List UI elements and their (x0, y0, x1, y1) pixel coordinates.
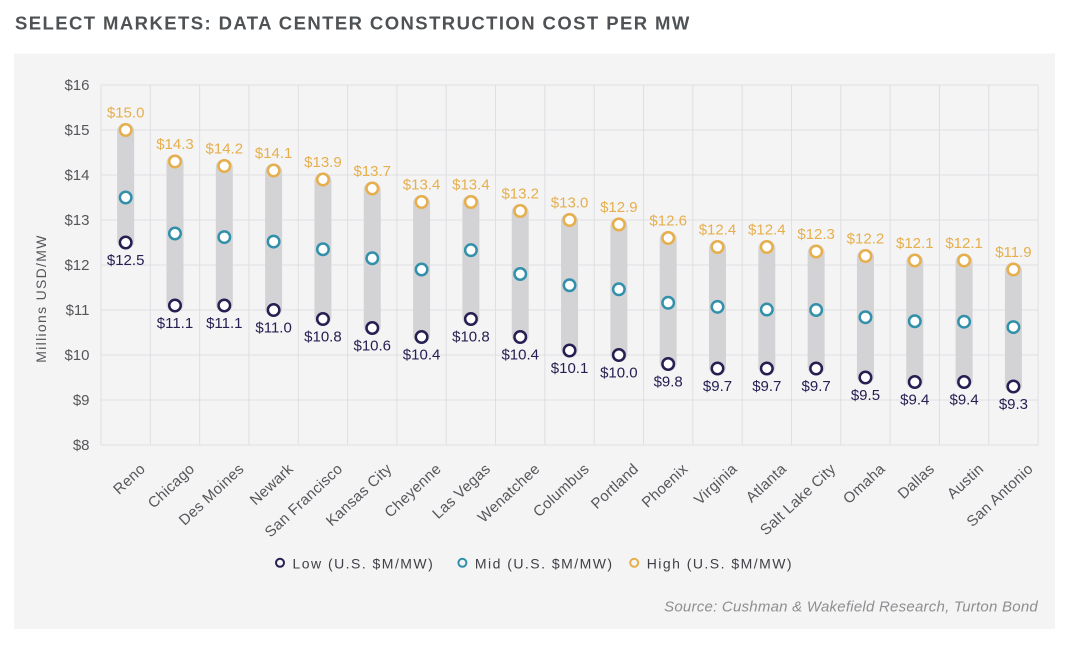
svg-text:$12.4: $12.4 (699, 222, 737, 239)
svg-text:$10.4: $10.4 (501, 347, 539, 364)
svg-text:$12.1: $12.1 (945, 235, 983, 252)
svg-text:$10.0: $10.0 (600, 365, 638, 382)
svg-text:Mid (U.S. $M/MW): Mid (U.S. $M/MW) (475, 556, 614, 572)
svg-text:$12.3: $12.3 (797, 226, 835, 243)
svg-text:$12.1: $12.1 (896, 235, 934, 252)
svg-text:$13.4: $13.4 (452, 177, 490, 194)
svg-text:Low (U.S. $M/MW): Low (U.S. $M/MW) (293, 556, 435, 572)
svg-text:$9.4: $9.4 (900, 392, 929, 409)
svg-text:$14.2: $14.2 (206, 141, 244, 158)
svg-text:$10.8: $10.8 (304, 329, 342, 346)
svg-text:$10.4: $10.4 (403, 347, 441, 364)
svg-text:$14.3: $14.3 (156, 136, 194, 153)
svg-text:$9.7: $9.7 (703, 378, 732, 395)
svg-text:$9.7: $9.7 (752, 378, 781, 395)
svg-text:$16: $16 (64, 77, 89, 94)
svg-text:$12: $12 (64, 257, 89, 274)
svg-text:$11.0: $11.0 (255, 320, 291, 337)
svg-text:$14: $14 (64, 167, 89, 184)
svg-text:$13: $13 (64, 212, 89, 229)
svg-text:$15: $15 (64, 122, 89, 139)
svg-text:$13.2: $13.2 (501, 186, 539, 203)
svg-text:$12.6: $12.6 (649, 213, 687, 230)
svg-text:$9.5: $9.5 (851, 387, 880, 404)
svg-text:$12.9: $12.9 (600, 199, 638, 216)
svg-text:$9.8: $9.8 (654, 374, 683, 391)
svg-text:$13.0: $13.0 (551, 195, 589, 212)
svg-text:$9.7: $9.7 (802, 378, 831, 395)
svg-text:$11.9: $11.9 (995, 244, 1031, 261)
svg-text:$10: $10 (64, 347, 89, 364)
svg-text:$12.2: $12.2 (847, 231, 885, 248)
svg-text:$12.4: $12.4 (748, 222, 786, 239)
svg-text:$15.0: $15.0 (107, 105, 145, 122)
svg-text:$10.1: $10.1 (551, 360, 589, 377)
svg-text:$11.1: $11.1 (157, 315, 193, 332)
svg-text:$9.4: $9.4 (949, 392, 978, 409)
svg-text:Source: Cushman & Wakefield Re: Source: Cushman & Wakefield Research, Tu… (664, 599, 1038, 616)
svg-text:$9: $9 (73, 392, 90, 409)
svg-text:$9.3: $9.3 (999, 396, 1028, 413)
svg-text:$13.7: $13.7 (353, 163, 391, 180)
svg-text:High (U.S. $M/MW): High (U.S. $M/MW) (647, 556, 793, 572)
svg-text:$8: $8 (73, 437, 90, 454)
svg-text:$12.5: $12.5 (107, 252, 145, 269)
svg-text:SELECT MARKETS: DATA CENTER CO: SELECT MARKETS: DATA CENTER CONSTRUCTION… (15, 12, 691, 33)
svg-text:$10.6: $10.6 (353, 338, 391, 355)
svg-text:$13.4: $13.4 (403, 177, 441, 194)
svg-text:$13.9: $13.9 (304, 154, 342, 171)
svg-text:Millions USD/MW: Millions USD/MW (33, 234, 49, 362)
svg-text:$11.1: $11.1 (206, 315, 242, 332)
svg-text:$14.1: $14.1 (255, 145, 293, 162)
svg-text:$10.8: $10.8 (452, 329, 490, 346)
svg-text:$11: $11 (66, 302, 90, 319)
